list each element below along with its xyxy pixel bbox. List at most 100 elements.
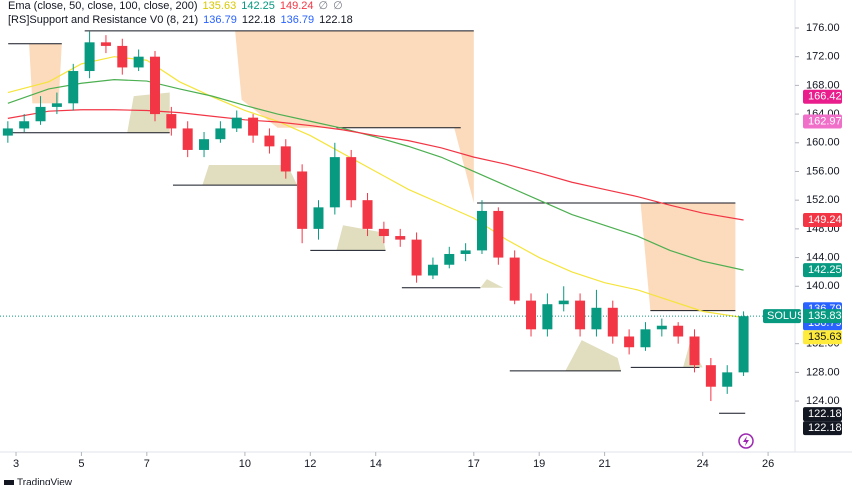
x-tick-label: 26: [762, 458, 774, 470]
price-badge: [803, 421, 842, 436]
y-tick-label: 152.00: [806, 194, 840, 206]
candle-body: [460, 250, 471, 254]
candle-body: [231, 117, 242, 129]
legend-value: 135.63: [203, 0, 237, 12]
price-badge: [803, 263, 842, 278]
logo-mark: [4, 480, 14, 485]
price-badge-label: 149.24: [808, 214, 842, 226]
x-tick-label: 14: [370, 458, 382, 470]
candle-body: [705, 365, 716, 387]
candle-body: [2, 128, 13, 136]
symbol-badge: [763, 309, 801, 324]
y-tick-label: 128.00: [806, 366, 840, 378]
legend-name: [RS]Support and Resistance V0 (8, 21): [8, 14, 198, 26]
y-tick-label: 172.00: [806, 51, 840, 63]
candle-body: [329, 157, 340, 208]
legend-text: [RS]Support and Resistance V0 (8, 21) 136…: [8, 14, 353, 26]
price-badge: [803, 114, 842, 129]
price-badge-label: 122.18: [808, 408, 842, 420]
zone: [235, 30, 474, 204]
zone: [336, 225, 386, 251]
zone: [565, 340, 621, 371]
y-tick-label: 124.00: [806, 395, 840, 407]
candle-body: [673, 325, 684, 337]
y-tick-label: 176.00: [806, 22, 840, 34]
legend-value: ∅: [333, 0, 343, 12]
legend-name: Ema (close, 50, close, 100, close, 200): [8, 0, 198, 12]
candle-body: [19, 121, 30, 129]
candle-body: [84, 42, 95, 72]
alert-icon[interactable]: [738, 433, 754, 449]
candle-body: [656, 325, 667, 330]
zone: [480, 279, 504, 288]
y-tick-label: 168.00: [806, 79, 840, 91]
candle-body: [575, 300, 586, 330]
price-badge-label: 142.25: [808, 264, 842, 276]
candle-body: [591, 307, 602, 330]
candle-body: [624, 336, 635, 348]
candle-body: [100, 42, 111, 46]
legend-value: 122.18: [319, 14, 353, 26]
watermark: TradingView: [17, 478, 73, 485]
x-tick-label: 17: [468, 458, 480, 470]
last-price-label: 135.83: [808, 310, 842, 322]
candle-body: [378, 228, 389, 237]
candle-body: [738, 316, 749, 373]
y-tick-label: 160.00: [806, 137, 840, 149]
x-tick-label: 7: [144, 458, 150, 470]
legend-value: 142.25: [241, 0, 275, 12]
candle-body: [248, 117, 259, 136]
x-tick-label: 21: [598, 458, 610, 470]
candle-body: [117, 45, 128, 68]
legend-value: 136.79: [280, 14, 314, 26]
candle-body: [264, 135, 275, 147]
candle-body: [166, 114, 177, 129]
candle-body: [526, 300, 537, 330]
legend-value: 149.24: [280, 0, 314, 12]
candle-body: [297, 171, 308, 229]
candle-body: [362, 200, 373, 229]
candle-body: [182, 128, 193, 150]
x-tick-label: 19: [533, 458, 545, 470]
candle-body: [280, 146, 291, 172]
price-badge: [803, 212, 842, 227]
candle-body: [476, 210, 487, 251]
candle-body: [199, 139, 210, 150]
legend-value: ∅: [319, 0, 329, 12]
price-badge-label: 135.63: [808, 331, 842, 343]
candle-body: [689, 336, 700, 366]
x-tick-label: 5: [78, 458, 84, 470]
price-badge: [803, 89, 842, 104]
ema-line: [7, 79, 744, 271]
x-tick-label: 12: [304, 458, 316, 470]
candle-body: [640, 329, 651, 348]
y-tick-label: 156.00: [806, 165, 840, 177]
x-tick-label: 3: [13, 458, 19, 470]
candle-body: [133, 56, 144, 68]
candle-body: [215, 128, 226, 140]
candle-body: [313, 207, 324, 229]
candle-body: [395, 236, 406, 240]
candle-body: [558, 300, 569, 305]
candle-body: [722, 372, 733, 387]
legend-value: 136.79: [203, 14, 237, 26]
candle-body: [427, 264, 438, 276]
y-tick-label: 140.00: [806, 280, 840, 292]
candle-body: [35, 106, 46, 122]
candle-body: [509, 257, 520, 301]
candle-body: [444, 253, 455, 265]
price-badge-label: 162.97: [808, 115, 842, 127]
price-badge-label: 166.42: [808, 91, 842, 103]
candle-body: [411, 239, 422, 276]
candle-body: [51, 103, 62, 107]
legend-value: 122.18: [242, 14, 276, 26]
candle-body: [149, 56, 160, 115]
legend-text: Ema (close, 50, close, 100, close, 200) 1…: [8, 0, 343, 12]
zone: [202, 165, 298, 186]
last-price-badge: [803, 309, 842, 324]
ema-line: [7, 109, 744, 221]
candle-body: [68, 71, 79, 104]
candle-body: [493, 210, 504, 258]
candle-body: [542, 304, 553, 330]
